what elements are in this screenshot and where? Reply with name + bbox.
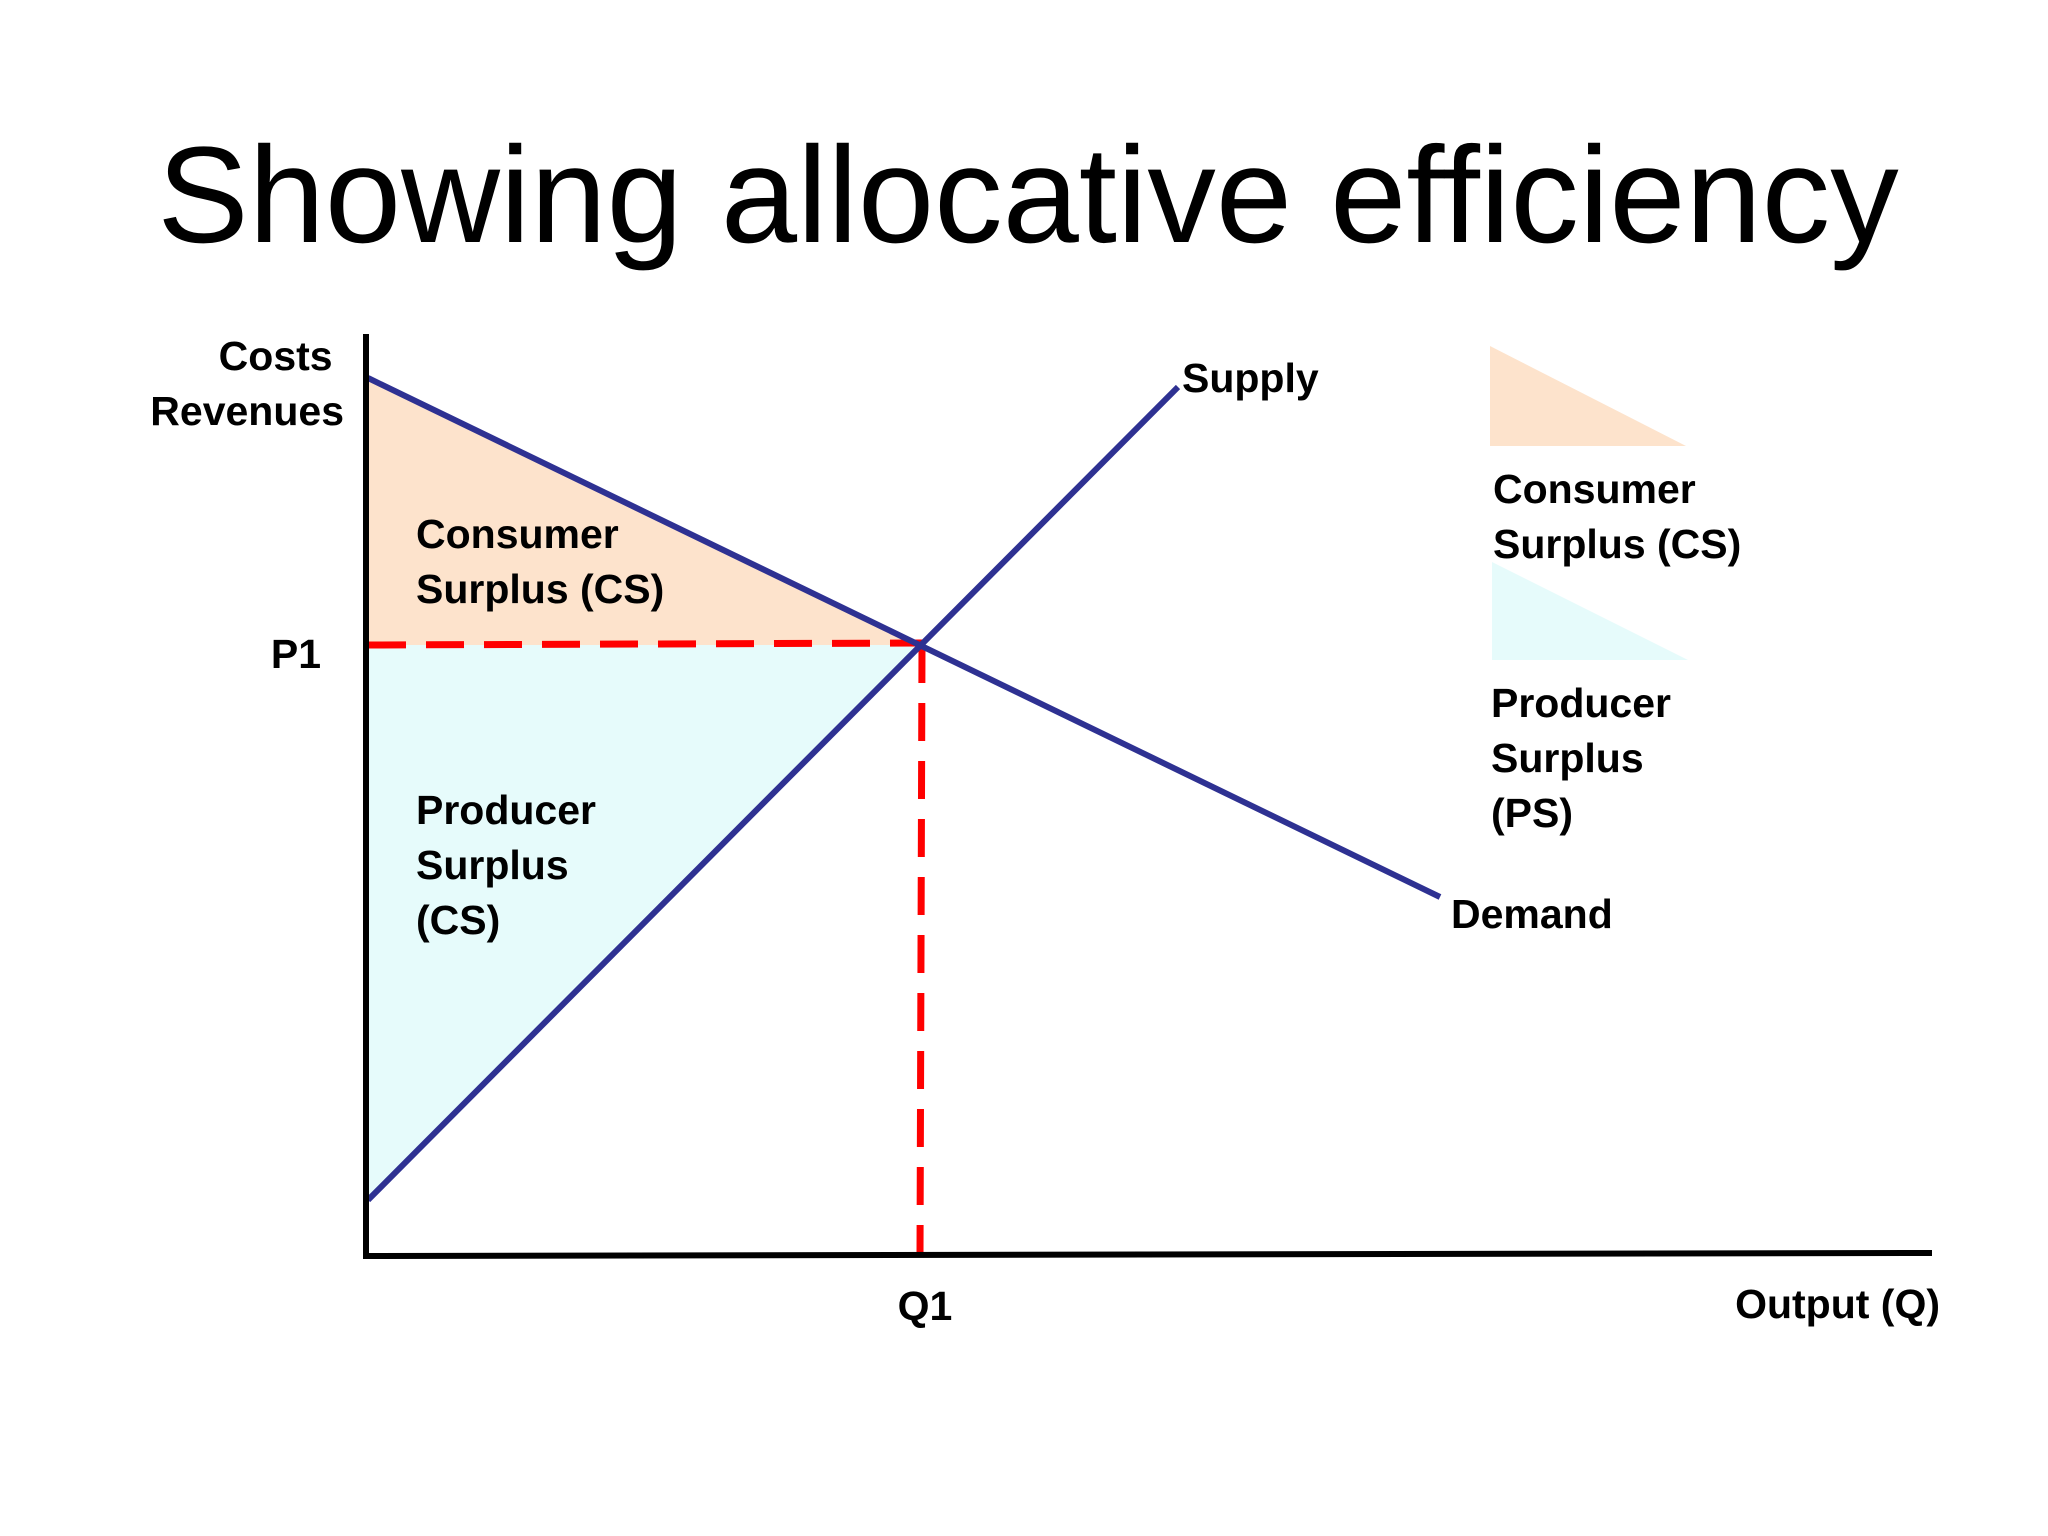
legend-consumer-surplus-label: Consumer Surplus (CS) [1493,466,1741,567]
y-axis-label: Costs Revenues [150,333,344,434]
producer-surplus-label: Producer Surplus (CS) [416,787,607,943]
demand-label: Demand [1451,891,1613,937]
supply-curve [365,384,1181,1203]
legend-producer-surplus-swatch [1492,562,1688,660]
q1-guide-line [916,644,926,1256]
consumer-surplus-label: Consumer Surplus (CS) [416,511,664,612]
p1-guide-line [367,639,923,649]
x-axis [362,1250,1933,1259]
x-axis-label: Output (Q) [1735,1281,1940,1327]
legend-producer-surplus-label: Producer Surplus (PS) [1491,680,1682,836]
diagram-title: Showing allocative efficiency [157,119,1899,272]
legend-consumer-surplus-swatch [1490,346,1686,446]
demand-curve [366,375,1442,900]
p1-tick-label: P1 [271,631,321,677]
legend: Consumer Surplus (CS) Producer Surplus (… [1490,346,1741,836]
supply-label: Supply [1182,355,1319,401]
q1-tick-label: Q1 [898,1283,953,1329]
